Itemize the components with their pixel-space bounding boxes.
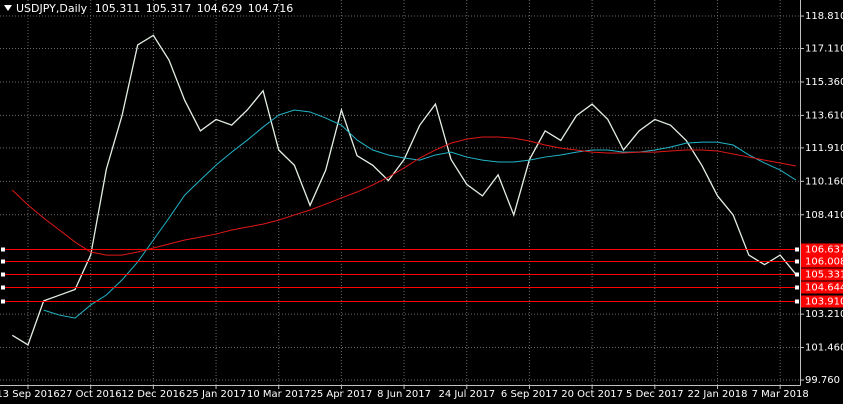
level-handle <box>1 272 5 277</box>
y-tick-label: 115.360 <box>805 77 843 88</box>
level-handle <box>795 272 799 277</box>
series-line <box>12 34 797 346</box>
y-tick-label: 108.410 <box>805 210 843 221</box>
x-tick-label: 10 Mar 2017 <box>247 389 310 400</box>
y-tick-label: 111.910 <box>805 143 843 154</box>
y-tick-label: 101.460 <box>805 343 843 354</box>
level-handle <box>795 259 799 264</box>
x-tick-label: 20 Oct 2017 <box>561 389 623 400</box>
level-label: 103.910 <box>805 297 843 308</box>
level-label-box <box>801 268 843 281</box>
level-label-box <box>801 281 843 294</box>
x-tick-label: 25 Apr 2017 <box>310 389 372 400</box>
y-tick-label: 110.160 <box>805 176 843 187</box>
level-handle <box>1 285 5 290</box>
y-tick-label: 118.810 <box>805 11 843 22</box>
x-tick-label: 27 Oct 2016 <box>60 389 122 400</box>
y-tick-label: 99.760 <box>805 375 840 386</box>
x-tick-label: 13 Sep 2016 <box>0 389 60 400</box>
x-tick-label: 5 Dec 2017 <box>626 389 684 400</box>
level-handle <box>1 259 5 264</box>
level-label-box <box>801 243 843 256</box>
y-tick-label: 103.210 <box>805 309 843 320</box>
x-tick-label: 8 Jun 2017 <box>377 389 431 400</box>
grid <box>0 0 800 385</box>
ohlc-high: 105.317 <box>146 2 192 15</box>
ohlc-close: 104.716 <box>248 2 294 15</box>
plot <box>1 34 799 346</box>
x-tick-label: 12 Dec 2016 <box>121 389 185 400</box>
level-handle <box>795 247 799 252</box>
x-tick-label: 25 Jan 2017 <box>186 389 246 400</box>
ohlc-low: 104.629 <box>197 2 243 15</box>
level-handle <box>795 285 799 290</box>
y-tick-label: 117.110 <box>805 44 843 55</box>
x-tick-label: 24 Jul 2017 <box>438 389 495 400</box>
series-line <box>11 136 796 256</box>
menu-icon[interactable] <box>4 5 12 11</box>
level-handle <box>1 247 5 252</box>
ohlc-open: 105.311 <box>95 2 141 15</box>
level-label: 106.008 <box>805 257 843 268</box>
series-line <box>43 109 797 319</box>
level-label-box <box>801 295 843 308</box>
level-label: 104.644 <box>805 283 843 294</box>
chart-title: USDJPY,Daily <box>16 2 88 15</box>
x-tick-label: 7 Mar 2018 <box>752 389 809 400</box>
level-handle <box>1 299 5 304</box>
level-handle <box>795 299 799 304</box>
chart-header: USDJPY,Daily 105.311 105.317 104.629 104… <box>16 2 293 15</box>
x-tick-label: 22 Jan 2018 <box>688 389 748 400</box>
level-label: 105.331 <box>805 270 843 281</box>
y-tick-label: 113.610 <box>805 110 843 121</box>
x-tick-label: 6 Sep 2017 <box>501 389 558 400</box>
level-label-box <box>801 255 843 268</box>
level-label: 106.637 <box>805 245 843 256</box>
